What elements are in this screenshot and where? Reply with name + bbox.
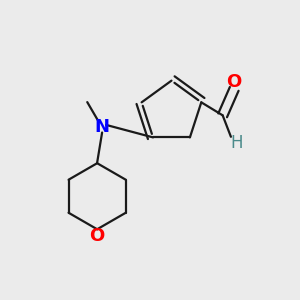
Text: O: O xyxy=(89,227,105,245)
Text: O: O xyxy=(226,73,242,91)
Text: N: N xyxy=(94,118,110,136)
Text: H: H xyxy=(230,134,242,152)
